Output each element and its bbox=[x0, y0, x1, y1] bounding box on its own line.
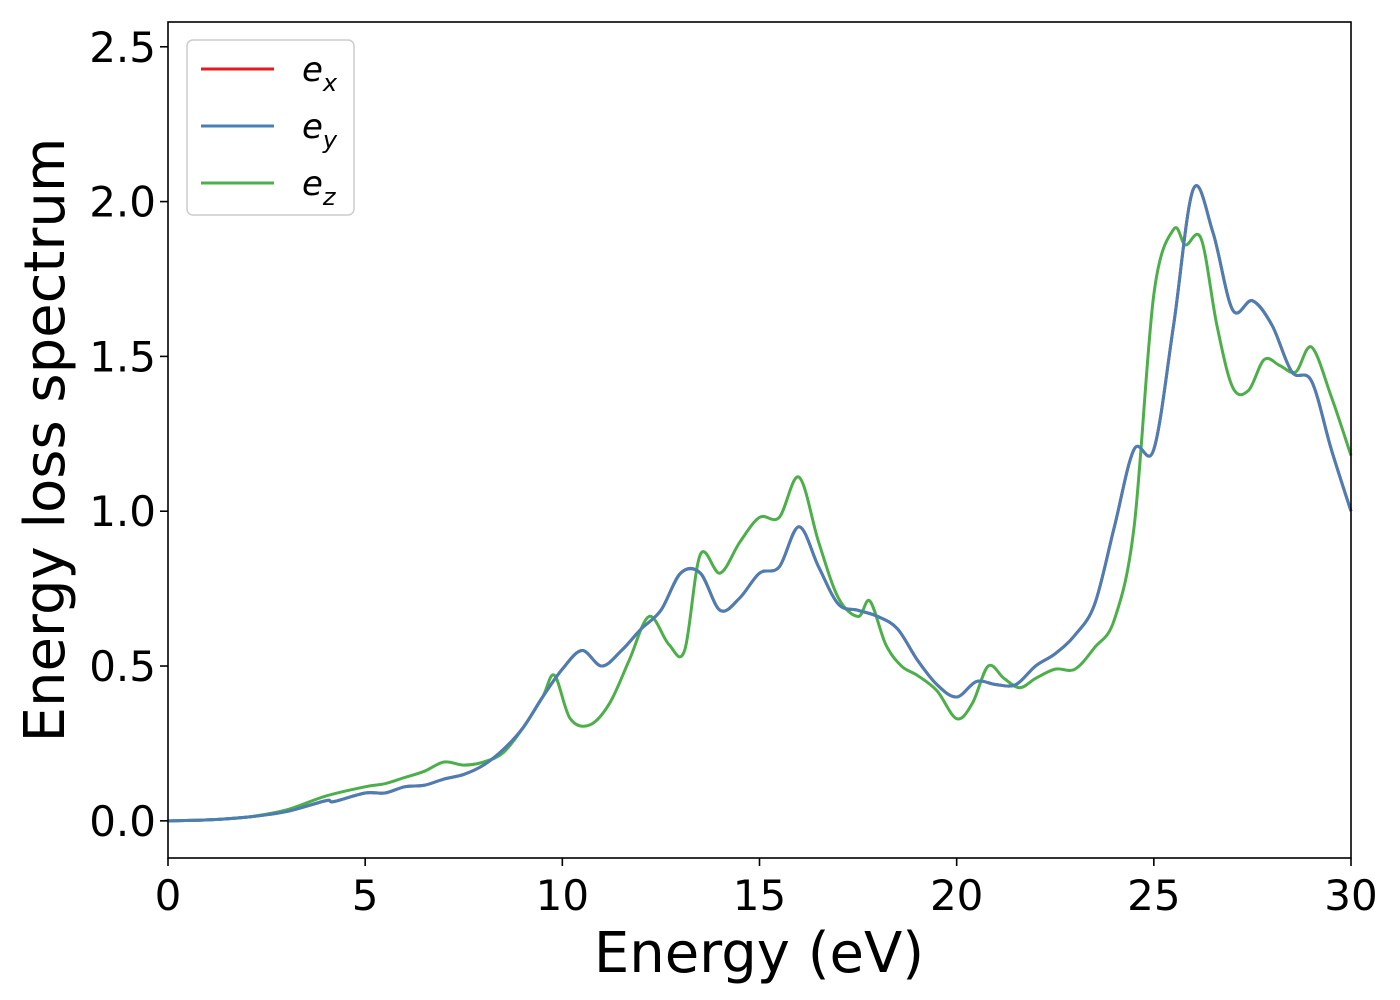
legend-label-main: e bbox=[302, 107, 323, 147]
x-tick-label: 0 bbox=[155, 871, 182, 920]
y-tick-label: 0.0 bbox=[89, 797, 156, 846]
x-tick-label: 30 bbox=[1324, 871, 1377, 920]
legend-label-main: e bbox=[302, 164, 323, 204]
x-tick-label: 5 bbox=[352, 871, 379, 920]
y-tick-label: 0.5 bbox=[89, 642, 156, 691]
y-tick-label: 1.0 bbox=[89, 487, 156, 536]
y-tick-label: 2.0 bbox=[89, 178, 156, 227]
legend-label-y: ey bbox=[302, 107, 338, 154]
legend-label-z: ez bbox=[302, 164, 337, 211]
y-axis-label: Energy loss spectrum bbox=[13, 138, 78, 743]
legend-label-subscript: x bbox=[322, 69, 338, 97]
y-axis: 0.0 0.5 1.0 1.5 2.0 2.5 bbox=[89, 23, 168, 846]
x-tick-label: 25 bbox=[1127, 871, 1180, 920]
x-axis: 0 5 10 15 20 25 30 bbox=[155, 858, 1378, 920]
x-tick-label: 15 bbox=[733, 871, 786, 920]
x-tick-label: 10 bbox=[536, 871, 589, 920]
legend-label-subscript: z bbox=[322, 183, 337, 211]
series-line-e-y bbox=[167, 184, 1353, 823]
x-tick-label: 20 bbox=[930, 871, 983, 920]
series-line-e-z bbox=[167, 226, 1353, 823]
legend-label-main: e bbox=[302, 50, 323, 90]
x-axis-label: Energy (eV) bbox=[594, 921, 924, 986]
y-tick-label: 1.5 bbox=[89, 332, 156, 381]
legend-label-x: ex bbox=[302, 50, 338, 97]
legend-label-subscript: y bbox=[322, 126, 338, 154]
plot-lines bbox=[167, 184, 1353, 823]
y-tick-label: 2.5 bbox=[89, 23, 156, 72]
